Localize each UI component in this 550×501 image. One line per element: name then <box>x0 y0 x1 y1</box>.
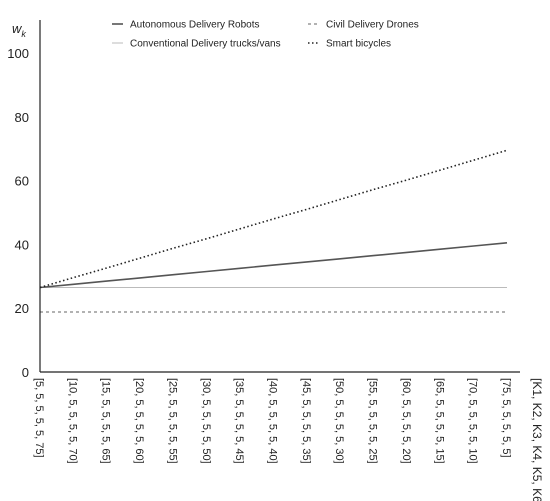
x-tick-label: [40, 5, 5, 5, 5, 40] <box>267 378 279 464</box>
x-tick-label: [25, 5, 5, 5, 5, 55] <box>166 378 178 464</box>
legend-label: Smart bicycles <box>326 39 391 50</box>
x-tick-label: [65, 5, 5, 5, 5, 15] <box>433 378 445 464</box>
y-tick-label: 40 <box>15 237 29 252</box>
legend-label: Autonomous Delivery Robots <box>130 20 260 31</box>
y-tick-label: 60 <box>15 174 29 189</box>
x-tick-label: [75, 5, 5, 5, 5, 5] <box>500 378 512 458</box>
x-tick-label: [50, 5, 5, 5, 5, 30] <box>333 378 345 464</box>
x-tick-label: [35, 5, 5, 5, 5, 45] <box>233 378 245 464</box>
x-tick-label: [70, 5, 5, 5, 5, 10] <box>467 378 479 464</box>
x-tick-label: [60, 5, 5, 5, 5, 20] <box>400 378 412 464</box>
y-axis-label-main: w <box>12 21 23 36</box>
legend-label: Conventional Delivery trucks/vans <box>130 39 281 50</box>
x-tick-label: [30, 5, 5, 5, 5, 50] <box>200 378 212 464</box>
x-axis-ticks: [5, 5, 5, 5, 5, 75] [10, 5, 5, 5, 5, 70] [… <box>33 378 512 464</box>
x-tick-label: [45, 5, 5, 5, 5, 35] <box>300 378 312 464</box>
y-tick-label: 0 <box>22 365 29 380</box>
y-axis-label-sub: k <box>21 29 26 39</box>
x-axis-label: [K1, K2, K3, K4, K5, K6] <box>530 378 544 501</box>
y-tick-label: 20 <box>15 301 29 316</box>
x-tick-label: [20, 5, 5, 5, 5, 60] <box>133 378 145 464</box>
y-axis-ticks: 0 20 40 60 80 100 <box>7 46 29 380</box>
legend: Autonomous Delivery Robots Civil Delivery… <box>112 20 419 50</box>
y-tick-label: 100 <box>7 46 29 61</box>
series-line-1 <box>39 242 508 289</box>
y-tick-label: 80 <box>15 110 29 125</box>
x-tick-label: [10, 5, 5, 5, 5, 70] <box>66 378 78 464</box>
x-tick-label: [15, 5, 5, 5, 5, 65] <box>100 378 112 464</box>
series-line-4 <box>39 149 508 289</box>
x-tick-label: [5, 5, 5, 5, 5, 75] <box>33 378 45 458</box>
series-lines <box>39 149 508 313</box>
y-axis-label: wk <box>12 21 26 39</box>
x-tick-label: [55, 5, 5, 5, 5, 25] <box>367 378 379 464</box>
legend-label: Civil Delivery Drones <box>326 20 419 31</box>
